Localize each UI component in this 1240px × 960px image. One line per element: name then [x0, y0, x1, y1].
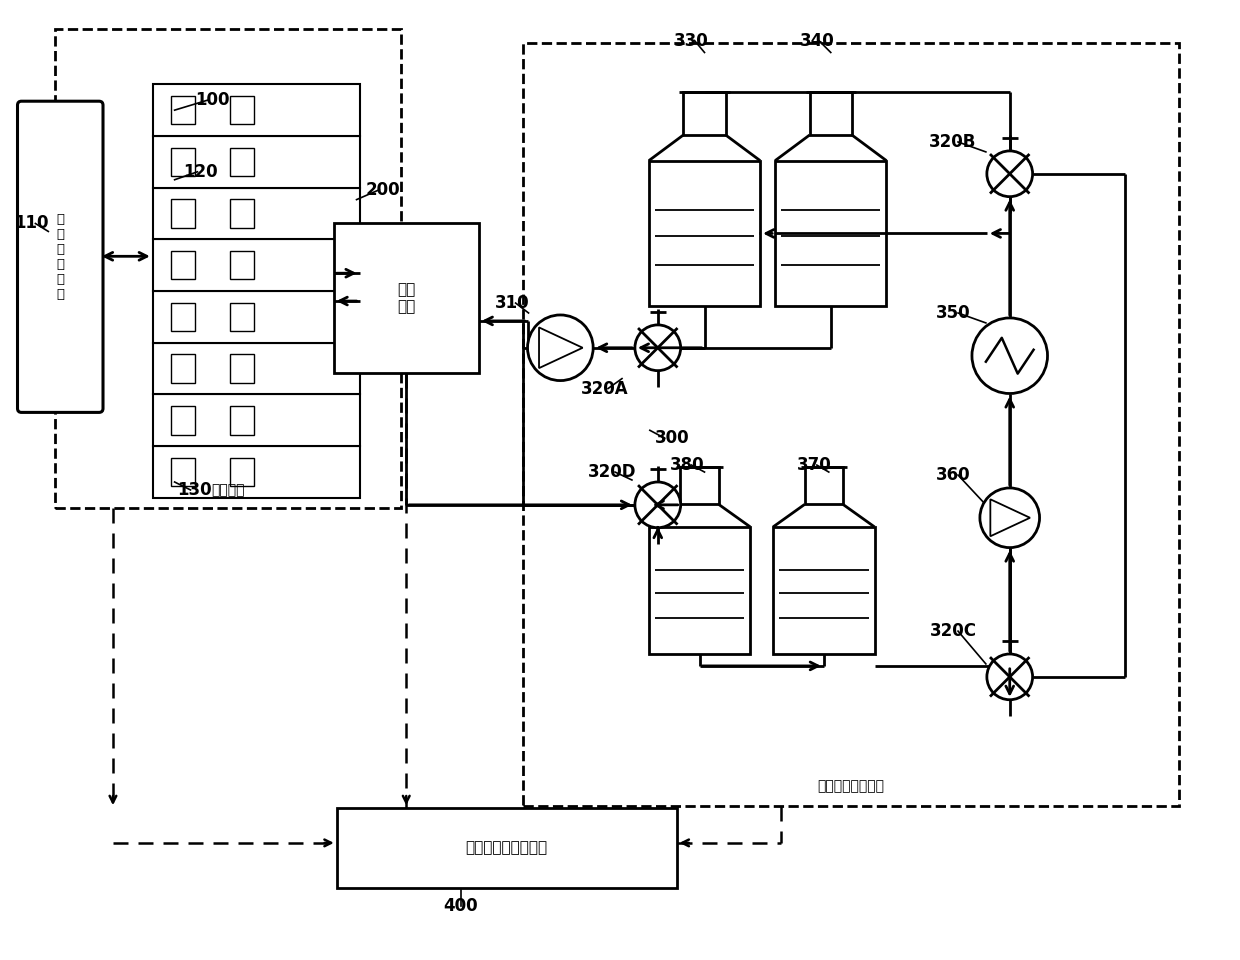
- Text: 320B: 320B: [929, 133, 977, 151]
- Bar: [171, 148, 195, 176]
- Circle shape: [987, 654, 1033, 700]
- Bar: [171, 354, 195, 383]
- Text: 电
池
管
理
系
统: 电 池 管 理 系 统: [56, 213, 64, 300]
- Bar: [153, 395, 360, 446]
- Bar: [773, 527, 874, 654]
- Text: 370: 370: [796, 456, 831, 474]
- Bar: [171, 406, 195, 435]
- Circle shape: [980, 488, 1039, 547]
- Text: 360: 360: [936, 466, 971, 484]
- Text: 300: 300: [655, 429, 689, 447]
- Bar: [171, 458, 195, 487]
- Circle shape: [972, 318, 1048, 394]
- Bar: [153, 84, 360, 136]
- Bar: [153, 343, 360, 395]
- FancyBboxPatch shape: [17, 101, 103, 413]
- Bar: [171, 302, 195, 331]
- Text: 电池系统: 电池系统: [212, 483, 246, 497]
- Text: 320D: 320D: [588, 463, 636, 481]
- Text: 外置冷热供给系统: 外置冷热供给系统: [817, 780, 884, 793]
- Bar: [681, 468, 719, 504]
- Bar: [231, 354, 254, 383]
- Text: 120: 120: [184, 163, 218, 180]
- Bar: [231, 302, 254, 331]
- Bar: [775, 160, 887, 306]
- Bar: [805, 468, 843, 504]
- Bar: [171, 200, 195, 228]
- Bar: [649, 527, 750, 654]
- Text: 340: 340: [800, 32, 835, 50]
- Text: 320A: 320A: [582, 379, 629, 397]
- Circle shape: [635, 482, 681, 528]
- Bar: [522, 42, 1179, 806]
- Circle shape: [527, 315, 593, 380]
- Circle shape: [635, 324, 681, 371]
- Bar: [231, 96, 254, 125]
- Bar: [334, 224, 479, 372]
- Text: 外置热管理控制装置: 外置热管理控制装置: [465, 840, 548, 855]
- Bar: [56, 29, 402, 508]
- Text: 110: 110: [14, 214, 48, 232]
- Polygon shape: [539, 327, 583, 368]
- Text: 350: 350: [936, 304, 971, 322]
- Bar: [231, 251, 254, 279]
- Circle shape: [987, 151, 1033, 197]
- Bar: [231, 148, 254, 176]
- Text: 400: 400: [444, 897, 479, 915]
- Bar: [153, 188, 360, 239]
- Bar: [231, 200, 254, 228]
- Bar: [153, 136, 360, 188]
- Text: 320C: 320C: [930, 622, 977, 640]
- Text: 100: 100: [195, 91, 229, 109]
- Text: 380: 380: [671, 456, 704, 474]
- Polygon shape: [991, 499, 1030, 537]
- Bar: [683, 92, 725, 135]
- Bar: [153, 446, 360, 498]
- Bar: [231, 458, 254, 487]
- Text: 130: 130: [177, 481, 212, 499]
- Bar: [231, 406, 254, 435]
- Bar: [171, 96, 195, 125]
- Text: 330: 330: [675, 32, 709, 50]
- Text: 连接
装置: 连接 装置: [397, 282, 415, 314]
- Bar: [171, 251, 195, 279]
- Bar: [153, 239, 360, 291]
- Bar: [336, 808, 677, 888]
- Bar: [810, 92, 852, 135]
- Bar: [153, 291, 360, 343]
- Bar: [649, 160, 760, 306]
- Text: 200: 200: [366, 180, 401, 199]
- Text: 310: 310: [495, 294, 529, 312]
